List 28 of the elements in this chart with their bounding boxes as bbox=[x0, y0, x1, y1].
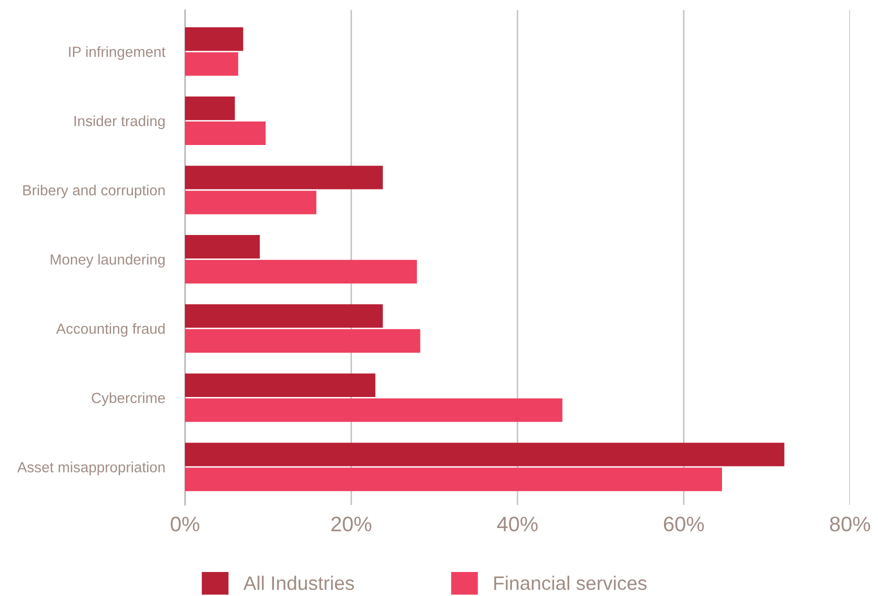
bar bbox=[185, 96, 235, 120]
bar bbox=[185, 468, 722, 492]
legend-label: Financial services bbox=[494, 576, 647, 590]
bar bbox=[185, 235, 260, 259]
x-tick-label: 20% bbox=[331, 516, 372, 532]
y-tick-label: Bribery and corruption bbox=[23, 184, 165, 198]
y-tick-label: Insider trading bbox=[74, 115, 165, 130]
bar bbox=[185, 166, 383, 190]
x-tick-label: 80% bbox=[830, 516, 870, 532]
y-tick-label: Cybercrime bbox=[92, 392, 165, 406]
bar bbox=[185, 304, 383, 328]
bar bbox=[185, 121, 266, 145]
bar bbox=[185, 190, 316, 214]
bar bbox=[185, 442, 784, 466]
bar bbox=[185, 260, 417, 284]
bar bbox=[185, 27, 244, 51]
bar bbox=[185, 52, 238, 76]
bar bbox=[185, 398, 562, 422]
legend-label: All Industries bbox=[243, 576, 354, 590]
bar bbox=[185, 329, 420, 353]
y-tick-label: IP infringement bbox=[69, 46, 166, 60]
y-tick-label: Accounting fraud bbox=[56, 323, 165, 337]
y-tick-label: Asset misappropriation bbox=[17, 462, 165, 476]
x-tick-label: 60% bbox=[664, 516, 704, 532]
bar bbox=[185, 373, 376, 397]
x-tick-label: 0% bbox=[170, 516, 200, 532]
x-tick-label: 40% bbox=[497, 516, 538, 532]
y-tick-label: Money laundering bbox=[50, 254, 165, 268]
